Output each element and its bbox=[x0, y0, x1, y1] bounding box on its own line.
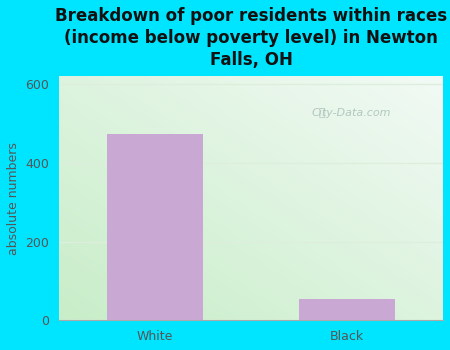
Y-axis label: absolute numbers: absolute numbers bbox=[7, 142, 20, 255]
Bar bbox=[107, 134, 203, 320]
Bar bbox=[299, 299, 395, 320]
Text: City-Data.com: City-Data.com bbox=[311, 108, 391, 118]
Title: Breakdown of poor residents within races
(income below poverty level) in Newton
: Breakdown of poor residents within races… bbox=[55, 7, 447, 69]
Text: ⓩ: ⓩ bbox=[319, 108, 325, 118]
